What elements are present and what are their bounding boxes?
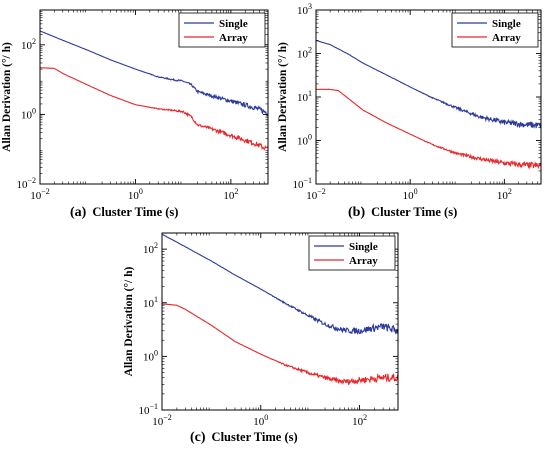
x-tick-label: 100 — [403, 187, 418, 202]
x-axis-label: (b) Cluster Time (s) — [348, 205, 457, 220]
series-line-single — [316, 39, 541, 129]
legend: Single Array — [178, 12, 266, 48]
x-tick-label: 102 — [352, 413, 367, 428]
legend-box — [451, 12, 539, 48]
legend-box — [308, 235, 396, 271]
legend-box — [178, 12, 266, 48]
x-axis-label: (c) Cluster Time (s) — [190, 430, 298, 445]
y-tick-label: 101 — [143, 295, 158, 310]
legend-label-single: Single — [349, 241, 378, 253]
y-tick-label: 102 — [21, 37, 36, 52]
y-tick-label: 102 — [297, 46, 312, 61]
chart-panel-c: 10−2 100 102 10−1 100 101 102 Allan Derivation … — [123, 232, 399, 445]
legend: Single Array — [308, 235, 396, 271]
series-line-single — [162, 233, 398, 335]
x-tick-label: 10−2 — [30, 187, 50, 202]
y-tick-label: 101 — [297, 89, 312, 104]
y-axis-label: Allan Derivation (°/ h) — [1, 42, 13, 152]
series-line-array — [40, 67, 268, 151]
plot-frame — [161, 232, 399, 411]
panel-label: (c) — [190, 430, 206, 445]
x-tick-label: 102 — [223, 187, 238, 202]
legend-label-single: Single — [219, 18, 248, 30]
panel-label: (a) — [70, 205, 87, 220]
chart-panel-a: 10−2 100 102 10−2 100 102 Allan Derivation (°/… — [1, 9, 269, 220]
series-line-single — [40, 30, 268, 116]
x-axis-label: (a) Cluster Time (s) — [70, 205, 178, 220]
legend-label-array: Array — [219, 32, 248, 44]
x-tick-label: 100 — [128, 187, 143, 202]
y-axis-label: Allan Derivation (°/ h) — [277, 42, 289, 152]
y-tick-label: 102 — [143, 241, 158, 256]
legend-label-single: Single — [492, 18, 521, 30]
x-tick-label: 10−2 — [152, 413, 172, 428]
y-axis-label: Allan Derivation (°/ h) — [123, 266, 135, 376]
x-tick-label: 100 — [253, 413, 268, 428]
y-tick-label: 10−1 — [292, 176, 312, 191]
y-tick-label: 100 — [297, 133, 312, 148]
y-tick-label: 103 — [297, 2, 312, 17]
legend-label-array: Array — [349, 255, 378, 267]
chart-panel-b: 10−2 100 102 10−1 100 101 102 103 Allan Derivati… — [277, 2, 542, 220]
series-line-array — [162, 303, 398, 386]
y-tick-label: 100 — [143, 348, 158, 363]
legend: Single Array — [451, 12, 539, 48]
y-tick-label: 10−2 — [16, 176, 36, 191]
x-tick-label: 10−2 — [306, 187, 326, 202]
plot-frame — [39, 9, 269, 185]
legend-label-array: Array — [492, 32, 521, 44]
x-tick-label: 102 — [497, 187, 512, 202]
y-tick-label: 100 — [21, 106, 36, 121]
y-tick-label: 10−1 — [138, 402, 158, 417]
panel-label: (b) — [348, 205, 365, 220]
series-line-array — [316, 88, 541, 170]
